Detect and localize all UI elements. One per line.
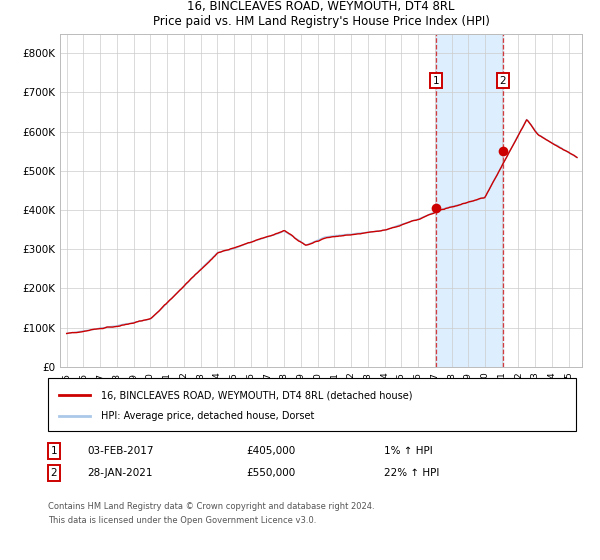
Text: 16, BINCLEAVES ROAD, WEYMOUTH, DT4 8RL (detached house): 16, BINCLEAVES ROAD, WEYMOUTH, DT4 8RL (…	[101, 390, 412, 400]
Text: 22% ↑ HPI: 22% ↑ HPI	[384, 468, 439, 478]
Text: 28-JAN-2021: 28-JAN-2021	[87, 468, 152, 478]
Text: HPI: Average price, detached house, Dorset: HPI: Average price, detached house, Dors…	[101, 411, 314, 421]
FancyBboxPatch shape	[48, 378, 576, 431]
Text: 2: 2	[50, 468, 58, 478]
Title: 16, BINCLEAVES ROAD, WEYMOUTH, DT4 8RL
Price paid vs. HM Land Registry's House P: 16, BINCLEAVES ROAD, WEYMOUTH, DT4 8RL P…	[152, 0, 490, 28]
Text: £550,000: £550,000	[246, 468, 295, 478]
Text: 1% ↑ HPI: 1% ↑ HPI	[384, 446, 433, 456]
Text: This data is licensed under the Open Government Licence v3.0.: This data is licensed under the Open Gov…	[48, 516, 316, 525]
Text: £405,000: £405,000	[246, 446, 295, 456]
Bar	[436, 34, 503, 367]
Text: 1: 1	[433, 76, 439, 86]
Text: 03-FEB-2017: 03-FEB-2017	[87, 446, 154, 456]
Text: Contains HM Land Registry data © Crown copyright and database right 2024.: Contains HM Land Registry data © Crown c…	[48, 502, 374, 511]
Text: 2: 2	[500, 76, 506, 86]
Text: 1: 1	[50, 446, 58, 456]
